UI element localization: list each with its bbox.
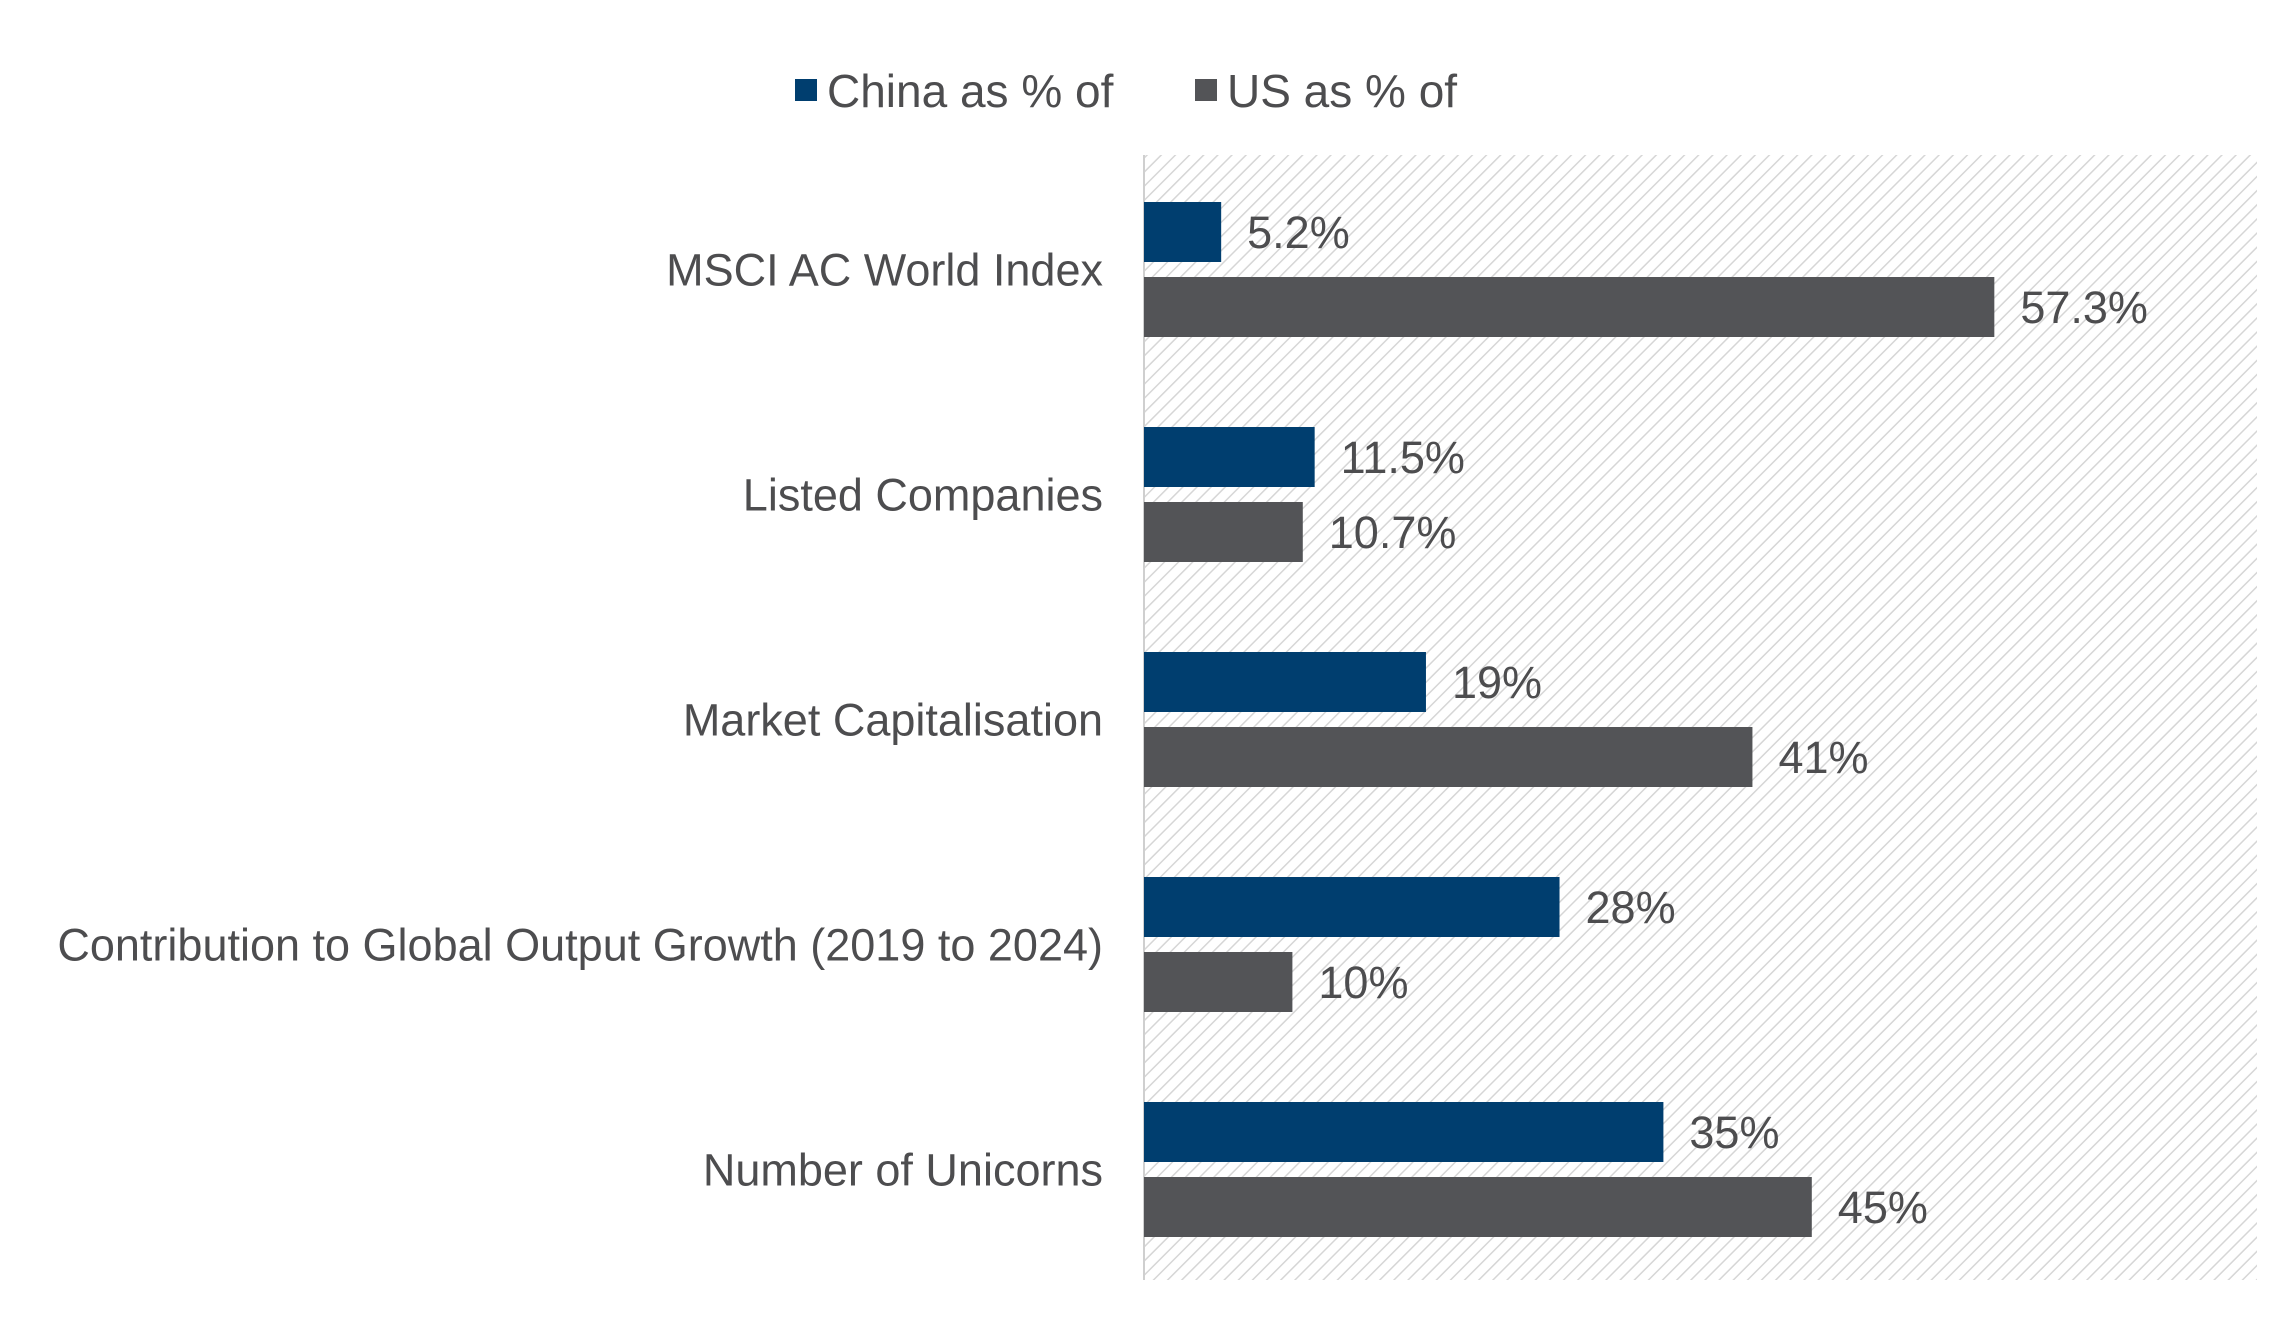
- legend-label-us: US as % of: [1227, 65, 1457, 117]
- legend-swatch-us: [1195, 79, 1217, 101]
- bar-us-msci-ac-world-index: [1144, 277, 1995, 337]
- bar-us-listed-companies: [1144, 502, 1303, 562]
- data-label-us-contribution-to-global-output-growth-2019-to-2024: 10%: [1318, 957, 1408, 1008]
- data-label-us-listed-companies: 10.7%: [1329, 507, 1457, 558]
- category-labels-group: MSCI AC World Index Listed Companies Marke…: [57, 245, 1103, 1196]
- bar-china-number-of-unicorns: [1144, 1102, 1664, 1162]
- legend: China as % of US as % of: [795, 65, 1457, 117]
- category-label-contribution-to-global-output-growth-2019-to-2024: Contribution to Global Output Growth (20…: [57, 920, 1103, 971]
- legend-swatch-china: [795, 79, 817, 101]
- data-label-china-market-capitalisation: 19%: [1452, 657, 1542, 708]
- data-label-us-market-capitalisation: 41%: [1778, 732, 1868, 783]
- bars-group: [1144, 202, 1995, 1237]
- data-label-china-listed-companies: 11.5%: [1341, 432, 1465, 483]
- data-label-china-number-of-unicorns: 35%: [1689, 1107, 1779, 1158]
- bar-china-market-capitalisation: [1144, 652, 1426, 712]
- value-labels-group: 5.2% 57.3% 11.5% 10.7% 19% 41% 28% 10% 35% 45%: [1247, 207, 2148, 1233]
- category-label-number-of-unicorns: Number of Unicorns: [703, 1145, 1103, 1196]
- category-label-listed-companies: Listed Companies: [743, 470, 1103, 521]
- category-label-market-capitalisation: Market Capitalisation: [683, 695, 1103, 746]
- bar-china-contribution-to-global-output-growth-2019-to-2024: [1144, 877, 1560, 937]
- bar-us-market-capitalisation: [1144, 727, 1753, 787]
- category-label-msci-ac-world-index: MSCI AC World Index: [666, 245, 1103, 296]
- bar-us-contribution-to-global-output-growth-2019-to-2024: [1144, 952, 1293, 1012]
- plot-area-background: [1144, 155, 2257, 1280]
- data-label-china-msci-ac-world-index: 5.2%: [1247, 207, 1350, 258]
- data-label-us-msci-ac-world-index: 57.3%: [2020, 282, 2148, 333]
- data-label-us-number-of-unicorns: 45%: [1838, 1182, 1928, 1233]
- bar-us-number-of-unicorns: [1144, 1177, 1812, 1237]
- data-label-china-contribution-to-global-output-growth-2019-to-2024: 28%: [1586, 882, 1676, 933]
- bar-china-listed-companies: [1144, 427, 1315, 487]
- legend-label-china: China as % of: [827, 65, 1114, 117]
- bar-china-msci-ac-world-index: [1144, 202, 1222, 262]
